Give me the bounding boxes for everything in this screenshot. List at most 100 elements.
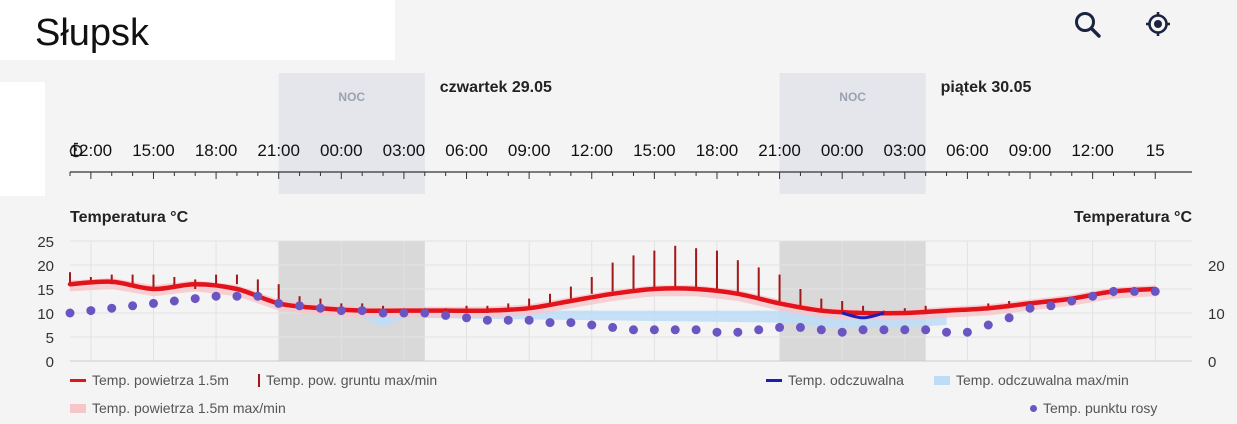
dew-point-dot xyxy=(211,291,221,301)
hour-label: 03:00 xyxy=(383,141,426,160)
night-band-top xyxy=(779,73,926,194)
dew-point-dot xyxy=(1109,286,1118,296)
dew-point-dot xyxy=(232,291,242,301)
hour-label: 12:00 xyxy=(570,141,613,160)
hour-label: 18:00 xyxy=(195,141,238,160)
legend-item[interactable]: Temp. powietrza 1.5m xyxy=(70,372,229,388)
day-label: czwartek 29.05 xyxy=(440,79,552,96)
left-panel xyxy=(0,82,45,196)
dew-point-dot xyxy=(1150,286,1160,296)
dew-point-dot xyxy=(295,301,305,311)
hour-label: 09:00 xyxy=(1009,141,1052,160)
dew-point-dot xyxy=(169,296,179,306)
y-right-tick: 10 xyxy=(1208,306,1225,323)
dew-point-dot xyxy=(148,298,158,308)
dew-point-dot xyxy=(545,318,555,328)
dew-point-dot xyxy=(336,306,346,316)
legend-item[interactable]: Temp. pow. gruntu max/min xyxy=(258,372,437,388)
search-icon[interactable] xyxy=(1071,8,1105,42)
hour-label: 09:00 xyxy=(508,141,551,160)
hour-label: 12:00 xyxy=(70,141,113,160)
night-label: NOC xyxy=(839,90,866,104)
dew-point-dot xyxy=(858,325,868,335)
stopwatch-icon xyxy=(69,142,83,158)
dew-point-dot xyxy=(879,325,889,335)
dew-point-dot xyxy=(524,315,534,325)
feels-like-line xyxy=(841,311,885,320)
dew-point-dot xyxy=(1046,301,1056,311)
hour-label: 12:00 xyxy=(1071,141,1114,160)
dew-point-dot xyxy=(357,306,367,316)
y-left-tick: 15 xyxy=(37,282,54,299)
legend-symbol xyxy=(934,375,950,385)
dew-point-dot xyxy=(107,303,117,313)
legend-symbol xyxy=(70,403,86,413)
dew-point-dot xyxy=(962,327,972,337)
hour-label: 15:00 xyxy=(633,141,676,160)
y-left-tick: 10 xyxy=(37,306,54,323)
dew-point-dot xyxy=(795,322,805,332)
dew-point-dot xyxy=(837,327,847,337)
dew-point-dot xyxy=(128,301,138,311)
dew-point-dot xyxy=(921,325,931,335)
dew-point-dot xyxy=(399,308,409,318)
dew-point-dot xyxy=(608,322,618,332)
legend-label: Temp. pow. gruntu max/min xyxy=(266,372,438,388)
dew-point-dot xyxy=(649,325,659,335)
legend-item[interactable]: Temp. punktu rosy xyxy=(1030,400,1157,416)
dew-point-dot xyxy=(1025,303,1035,313)
dew-point-dot xyxy=(65,308,75,318)
chart-title-left: Temperatura °C xyxy=(70,209,189,226)
dew-point-dot xyxy=(754,325,764,335)
dew-point-dot xyxy=(441,310,451,320)
legend-symbol xyxy=(258,373,260,387)
dew-point-dot xyxy=(566,318,576,328)
legend-symbol xyxy=(1030,404,1037,412)
y-right-tick: 0 xyxy=(1208,354,1216,371)
y-left-tick: 25 xyxy=(37,234,54,251)
dew-point-dot xyxy=(190,294,200,304)
dew-point-dot xyxy=(86,306,96,316)
legend-item[interactable]: Temp. powietrza 1.5m max/min xyxy=(70,400,286,416)
hour-label: 06:00 xyxy=(946,141,989,160)
dew-point-dot xyxy=(1129,286,1139,296)
dew-point-dot xyxy=(816,325,826,335)
day-label: piątek 30.05 xyxy=(941,79,1032,96)
crosshair-location-icon[interactable] xyxy=(1141,8,1175,42)
legend-symbol xyxy=(70,378,86,382)
air-temp-line xyxy=(67,279,1158,316)
dew-point-dot xyxy=(775,322,785,332)
dew-point-dot xyxy=(670,325,680,335)
night-band-chart xyxy=(278,241,425,361)
hour-label: 21:00 xyxy=(758,141,801,160)
dew-point-dot xyxy=(733,327,743,337)
y-left-tick: 5 xyxy=(46,330,54,347)
legend-item[interactable]: Temp. odczuwalna max/min xyxy=(934,372,1129,388)
night-band-chart xyxy=(779,241,926,361)
dew-point-dot xyxy=(628,325,638,335)
night-band-top xyxy=(278,73,425,194)
dew-point-dot xyxy=(462,313,472,323)
y-left-tick: 0 xyxy=(46,354,54,371)
legend-label: Temp. punktu rosy xyxy=(1043,400,1158,416)
city-title-box xyxy=(0,0,395,60)
city-name: Słupsk xyxy=(35,12,150,54)
dew-point-dot xyxy=(1004,313,1014,323)
legend-label: Temp. powietrza 1.5m max/min xyxy=(92,400,286,416)
dew-point-dot xyxy=(983,320,993,330)
legend-label: Temp. powietrza 1.5m xyxy=(92,372,229,388)
hour-label: 21:00 xyxy=(257,141,300,160)
dew-point-dot xyxy=(253,291,263,301)
hour-label: 00:00 xyxy=(821,141,864,160)
y-left-tick: 20 xyxy=(37,258,54,275)
dew-point-dot xyxy=(315,303,325,313)
legend-item[interactable]: Temp. odczuwalna xyxy=(766,372,904,388)
dew-point-dot xyxy=(420,308,430,318)
night-label: NOC xyxy=(338,90,365,104)
dew-point-dot xyxy=(900,325,910,335)
dew-point-dot xyxy=(587,320,597,330)
hour-label: 15 xyxy=(1146,141,1165,160)
y-right-tick: 20 xyxy=(1208,258,1225,275)
dew-point-dot xyxy=(378,308,388,318)
